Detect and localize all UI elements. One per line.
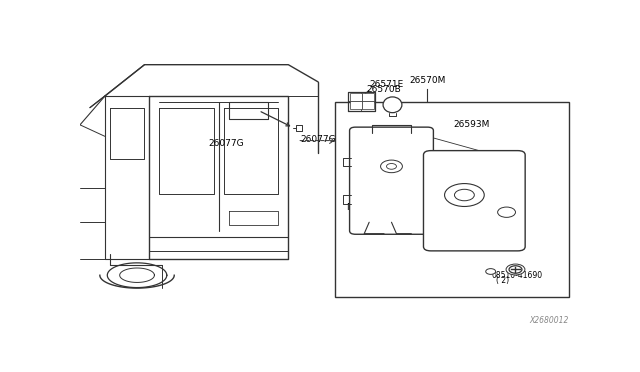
Text: 26077G: 26077G	[208, 139, 244, 148]
Text: S: S	[489, 269, 493, 274]
Text: X2680012: X2680012	[529, 316, 568, 326]
FancyBboxPatch shape	[349, 127, 433, 234]
Circle shape	[381, 160, 403, 173]
Bar	[362, 93, 374, 101]
Text: 26570M: 26570M	[409, 76, 445, 85]
Circle shape	[445, 183, 484, 206]
Circle shape	[486, 269, 495, 275]
Bar	[335, 102, 568, 297]
Circle shape	[509, 266, 522, 273]
Circle shape	[498, 207, 515, 217]
Ellipse shape	[383, 97, 402, 113]
Bar	[350, 101, 362, 109]
Text: 26571E: 26571E	[370, 80, 404, 89]
Circle shape	[454, 189, 474, 201]
Bar	[350, 93, 362, 101]
Text: ( 2): ( 2)	[495, 276, 509, 285]
Text: 08510-41690: 08510-41690	[492, 271, 543, 280]
Circle shape	[506, 264, 525, 275]
FancyBboxPatch shape	[424, 151, 525, 251]
Text: 26570B: 26570B	[367, 86, 401, 94]
Circle shape	[387, 164, 396, 169]
Bar	[362, 101, 374, 109]
Text: 26077G: 26077G	[301, 135, 337, 144]
Text: 26593M: 26593M	[453, 121, 490, 129]
Text: NOT FOR SALE: NOT FOR SALE	[347, 203, 413, 212]
